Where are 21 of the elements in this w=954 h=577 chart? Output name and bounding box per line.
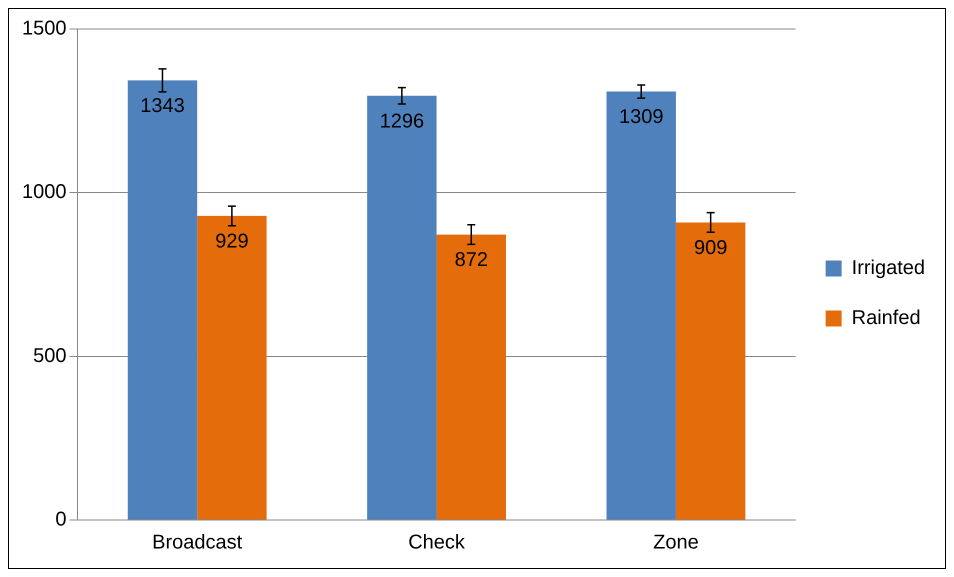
data-label: 909 bbox=[694, 236, 728, 259]
bar bbox=[436, 234, 506, 520]
data-label: 1296 bbox=[380, 110, 424, 132]
data-label: 1309 bbox=[618, 106, 664, 128]
bar bbox=[128, 80, 198, 520]
legend-label: Rainfed bbox=[852, 307, 921, 330]
x-tick-label: Zone bbox=[653, 532, 699, 554]
data-label: 929 bbox=[215, 230, 249, 252]
legend-label: Irrigated bbox=[852, 257, 926, 280]
bar bbox=[367, 96, 437, 520]
x-tick-label: Check bbox=[408, 532, 466, 554]
x-tick-label: Broadcast bbox=[152, 532, 243, 554]
bar bbox=[197, 216, 267, 520]
data-label: 1343 bbox=[140, 94, 185, 117]
y-tick-label: 1500 bbox=[22, 18, 66, 40]
y-tick-label: 0 bbox=[55, 508, 66, 531]
y-tick-label: 500 bbox=[33, 344, 66, 367]
bar bbox=[676, 222, 746, 520]
bar bbox=[606, 92, 676, 520]
y-tick-label: 1000 bbox=[22, 181, 66, 204]
data-label: 872 bbox=[454, 249, 488, 272]
